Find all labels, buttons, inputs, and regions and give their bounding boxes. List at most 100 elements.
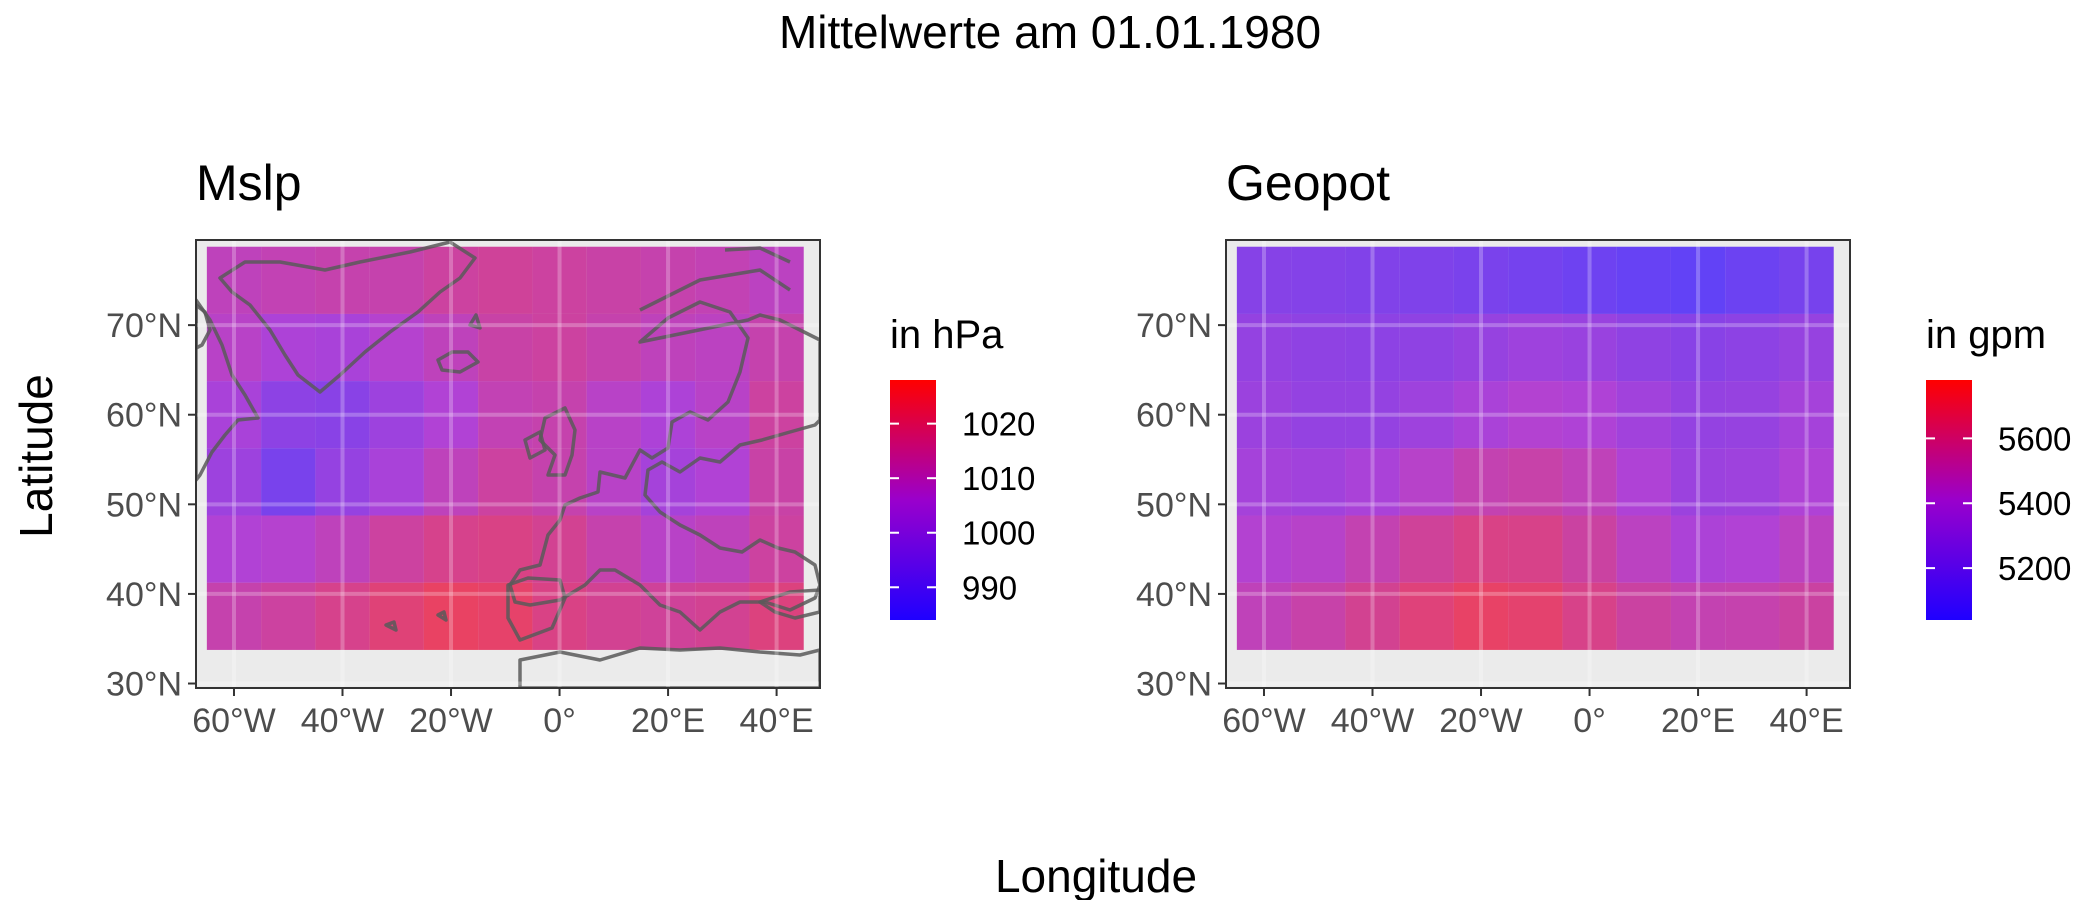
mslp-legend: in hPa 990 1000 1010 1020 [890, 313, 1035, 620]
mslp-heatmap-cell [206, 313, 262, 382]
geopot-heatmap-cell [1562, 515, 1617, 583]
mslp-heatmap-cell [586, 381, 641, 449]
mslp-heatmap-cell [478, 515, 533, 583]
mslp-colorbar [890, 380, 936, 620]
mslp-x-tick-label: 0° [543, 702, 576, 740]
mslp-legend-tick-label: 1010 [962, 460, 1035, 497]
geopot-heatmap-cell [1725, 448, 1780, 516]
mslp-y-tick-label: 40°N [106, 576, 182, 614]
mslp-heatmap-cell [749, 448, 804, 516]
geopot-heatmap-cell [1779, 515, 1834, 583]
geopot-heatmap-cell [1291, 582, 1346, 650]
geopot-heatmap-cell [1670, 582, 1726, 650]
mslp-heatmap-cell [640, 448, 696, 516]
geopot-heatmap-cell [1616, 381, 1671, 449]
geopot-heatmap-cell [1562, 246, 1617, 314]
geopot-heatmap-cell [1562, 582, 1617, 650]
mslp-heatmap-cell [532, 313, 587, 382]
geopot-heatmap-cell [1291, 313, 1346, 382]
mslp-panel-title: Mslp [196, 155, 302, 211]
geopot-heatmap-cell [1779, 381, 1834, 449]
geopot-heatmap-cell [1236, 515, 1292, 583]
geopot-heatmap-cell [1562, 313, 1617, 382]
mslp-heatmap-cell [261, 313, 316, 382]
mslp-heatmap-cell [261, 582, 316, 650]
mslp-heatmap-cell [315, 381, 370, 449]
geopot-heatmap-cell [1399, 313, 1454, 382]
geopot-heatmap-cell [1453, 381, 1509, 449]
mslp-heatmap-cell [423, 582, 479, 650]
mslp-heatmap-cell [695, 582, 750, 650]
mslp-heatmap-cell [640, 246, 696, 314]
geopot-heatmap-cell [1291, 381, 1346, 449]
mslp-panel-border [195, 239, 821, 689]
mslp-heatmap-cell [369, 448, 424, 516]
geopot-heatmap-cell [1616, 448, 1671, 516]
geopot-x-tick-label: 40°E [1770, 702, 1844, 740]
geopot-heatmap-cell [1725, 246, 1780, 314]
mslp-heatmap-cell [315, 515, 370, 583]
mslp-heatmap-cell [478, 246, 533, 314]
geopot-heatmap-cell [1616, 246, 1671, 314]
geopot-heatmap-cell [1508, 582, 1563, 650]
geopot-heatmap-cell [1291, 246, 1346, 314]
mslp-heatmap-cell [206, 381, 262, 449]
geopot-heatmap-cell [1236, 448, 1292, 516]
geopot-panel: Geopot 60°W 40°W 20°W 0° 20°E 40°E 30°N 40°N 50°… [1136, 155, 2071, 740]
geopot-heatmap-cell [1725, 381, 1780, 449]
mslp-heatmap-cell [532, 515, 587, 583]
mslp-y-tick-label: 70°N [106, 307, 182, 345]
mslp-legend-title: in hPa [890, 313, 1004, 357]
geopot-x-tick-label: 60°W [1222, 702, 1306, 740]
geopot-heatmap-cell [1453, 515, 1509, 583]
mslp-heatmap-cell [478, 448, 533, 516]
mslp-x-tick-label: 40°W [301, 702, 385, 740]
mslp-heatmap-cell [586, 448, 641, 516]
geopot-y-tick-label: 70°N [1136, 307, 1212, 345]
geopot-heatmap-cell [1399, 246, 1454, 314]
geopot-legend-title: in gpm [1926, 313, 2046, 357]
mslp-x-tick-label: 40°E [740, 702, 814, 740]
mslp-legend-tick-label: 990 [962, 569, 1017, 606]
mslp-heatmap-cell [206, 246, 262, 314]
mslp-y-tick-label: 60°N [106, 397, 182, 435]
geopot-heatmap-cell [1616, 313, 1671, 382]
geopot-heatmap-cell [1670, 313, 1726, 382]
geopot-x-tick-label: 20°E [1661, 702, 1735, 740]
mslp-x-tick-label: 20°W [409, 702, 493, 740]
geopot-heatmap-cell [1345, 582, 1400, 650]
mslp-heatmap-cell [261, 515, 316, 583]
mslp-heatmap-cell [315, 448, 370, 516]
geopot-heatmap-cell [1670, 246, 1726, 314]
geopot-heatmap-cell [1453, 246, 1509, 314]
geopot-heatmap-cell [1345, 313, 1400, 382]
geopot-x-tick-label: 0° [1573, 702, 1606, 740]
mslp-heatmap-cell [586, 515, 641, 583]
geopot-heatmap-cell [1508, 515, 1563, 583]
mslp-heatmap-cell [261, 381, 316, 449]
mslp-heatmap-cell [478, 381, 533, 449]
mslp-heatmap-cell [206, 582, 262, 650]
mslp-heatmap-cell [315, 582, 370, 650]
geopot-heatmap-cell [1779, 448, 1834, 516]
geopot-heatmap-cell [1508, 246, 1563, 314]
mslp-panel: Mslp 60°W 40°W 20°W 0° 20°E 40°E 30°N 40°N 50°N 6… [106, 155, 1035, 740]
mslp-heatmap-cell [532, 448, 587, 516]
geopot-heatmap-cell [1345, 515, 1400, 583]
mslp-heatmap-cell [206, 515, 262, 583]
mslp-heatmap-cell [478, 313, 533, 382]
y-axis-label: Latitude [10, 374, 62, 538]
mslp-heatmap-cell [749, 313, 804, 382]
geopot-heatmap-cell [1399, 448, 1454, 516]
x-axis-label: Longitude [995, 850, 1197, 900]
geopot-legend-tick-label: 5600 [1998, 420, 2071, 457]
geopot-heatmap-cell [1345, 448, 1400, 516]
mslp-heatmap-cell [695, 381, 750, 449]
geopot-heatmap-cell [1236, 582, 1292, 650]
geopot-panel-title: Geopot [1226, 155, 1390, 211]
geopot-heatmap-cell [1345, 381, 1400, 449]
geopot-heatmap-cell [1453, 582, 1509, 650]
mslp-heatmap-cell [369, 515, 424, 583]
geopot-heatmap-cell [1399, 515, 1454, 583]
